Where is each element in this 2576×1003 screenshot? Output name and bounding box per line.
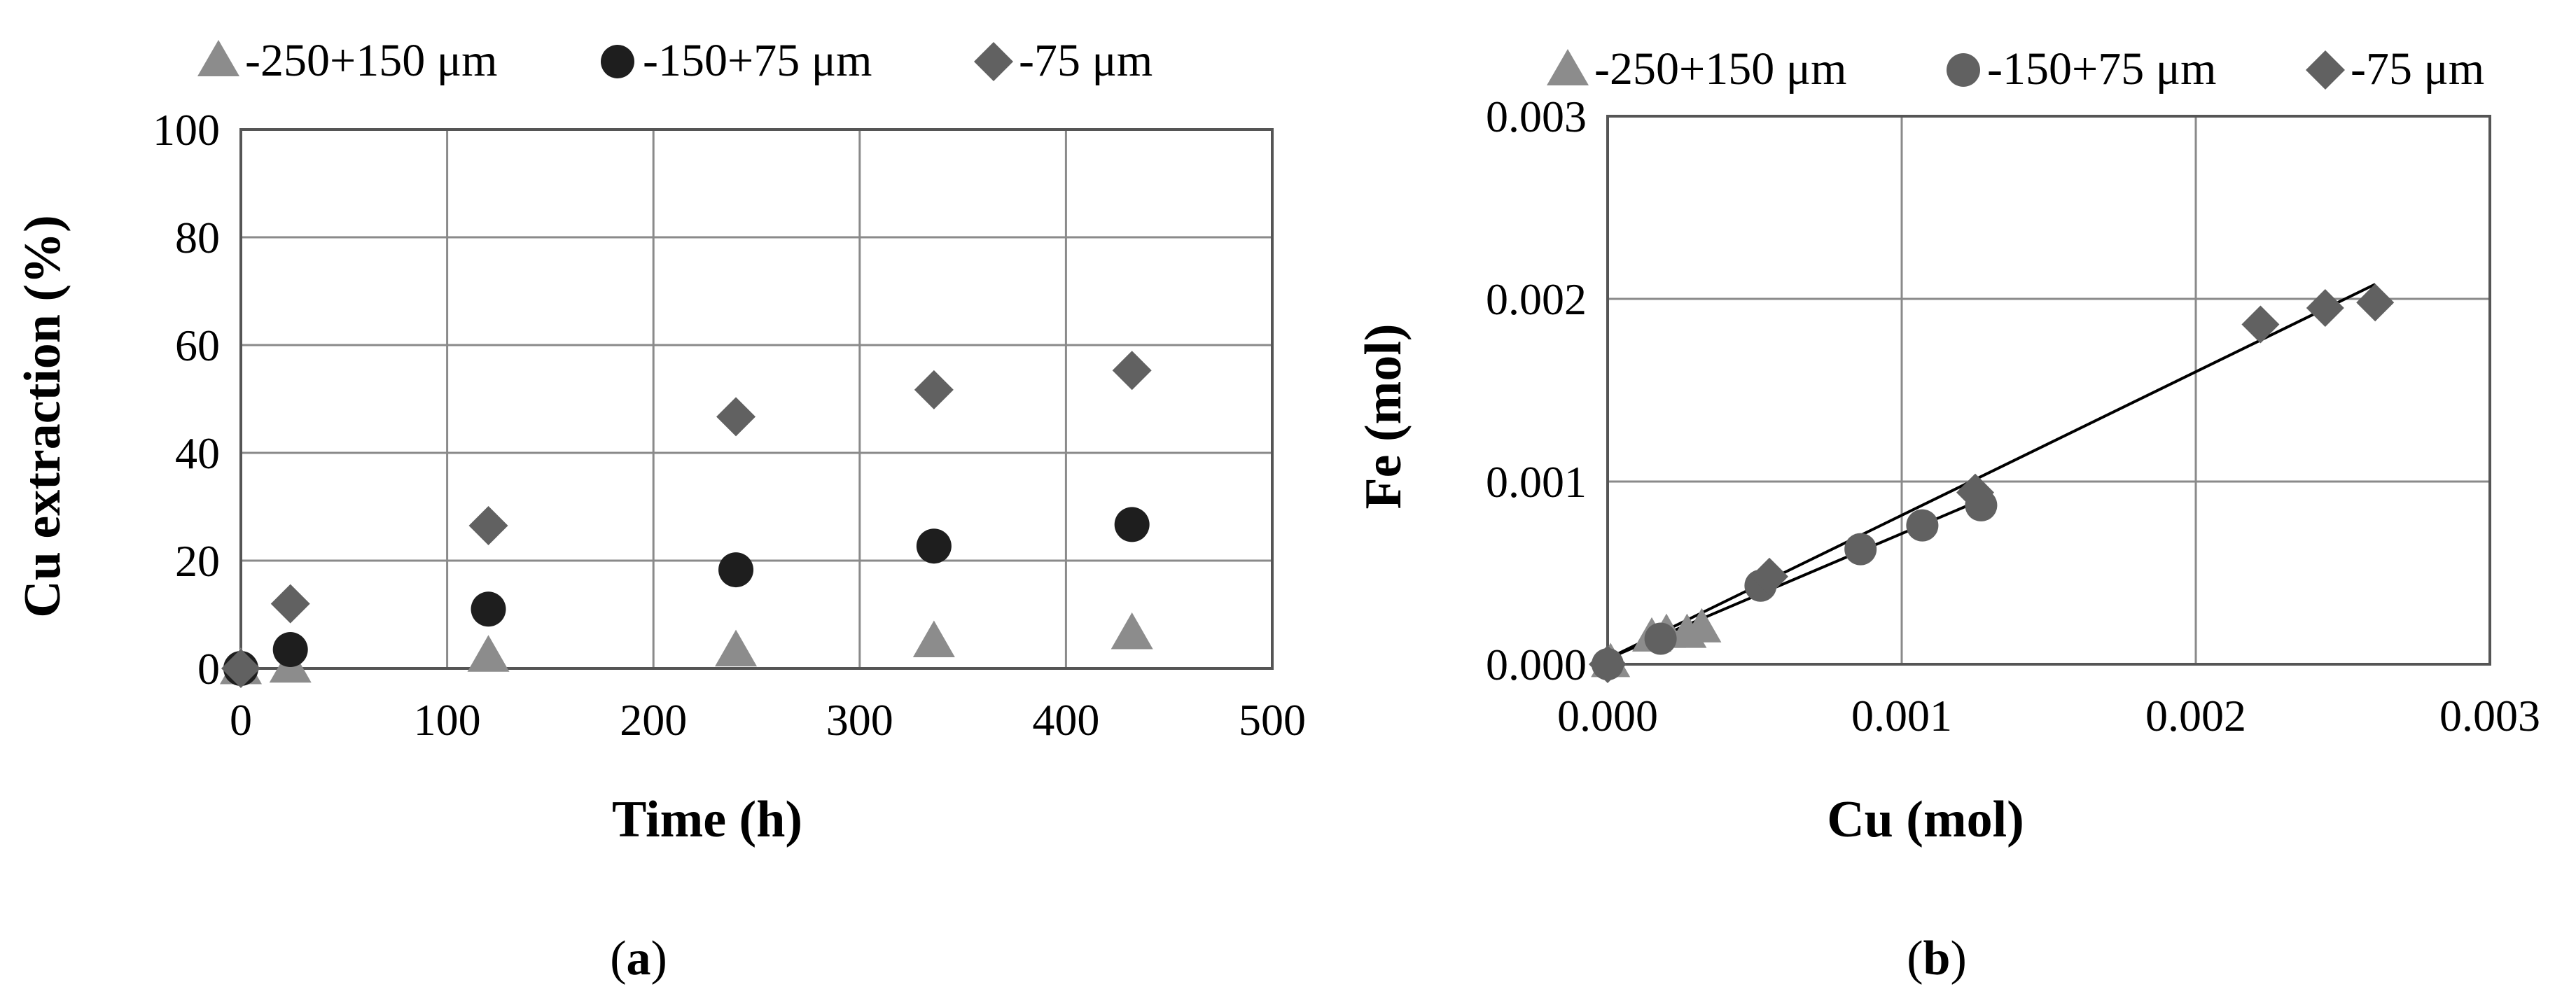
chart-a-point-75-m	[221, 649, 260, 688]
chart-b-point-75-m	[2306, 289, 2344, 328]
panel-b-label-open: (	[1907, 932, 1923, 986]
chart-a-x-tick-label: 300	[826, 695, 893, 745]
chart-a-point-250-150-m	[1111, 612, 1153, 650]
chart-b-y-tick-label: 0.000	[1486, 640, 1587, 689]
legend-b-label-250-150: -250+150 μm	[1594, 43, 1846, 94]
panel-b-label-close: )	[1950, 932, 1966, 986]
chart-a-y-tick-label: 20	[175, 536, 220, 586]
chart-a-legend: -250+150 μm -150+75 μm -75 μm	[197, 35, 1153, 86]
chart-b-y-tick-label: 0.003	[1486, 92, 1587, 141]
chart-a-y-axis-title: Cu extraction (%)	[14, 215, 71, 617]
legend-a-marker-75	[974, 42, 1013, 81]
chart-a-point-75-m	[468, 505, 508, 545]
chart-a: -250+150 μm -150+75 μm -75 μm 0 100 200 300…	[14, 35, 1306, 986]
chart-b-marks	[1589, 283, 2395, 683]
chart-a-y-tick-label: 0	[197, 644, 220, 694]
chart-a-y-tick-label: 100	[153, 105, 220, 155]
chart-a-point-150-75-m	[1114, 507, 1150, 542]
chart-a-point-75-m	[914, 370, 954, 409]
chart-a-point-75-m	[716, 397, 756, 437]
chart-b: -250+150 μm -150+75 μm -75 μm 0.000 0.001…	[1355, 43, 2540, 986]
chart-a-grid	[239, 128, 1274, 670]
panel-a-label-open: (	[610, 932, 626, 986]
legend-b-marker-150-75	[1947, 53, 1980, 87]
chart-a-x-tick-label: 0	[230, 695, 252, 745]
chart-a-x-tick-label: 500	[1239, 695, 1306, 745]
chart-b-point-250-150-m	[1682, 608, 1722, 643]
chart-b-x-tick-label: 0.001	[1851, 691, 1952, 741]
chart-b-x-tick-label: 0.003	[2439, 691, 2540, 741]
chart-a-y-tick-label: 80	[175, 213, 220, 262]
chart-a-x-axis-title: Time (h)	[612, 791, 802, 848]
chart-b-legend: -250+150 μm -150+75 μm -75 μm	[1547, 43, 2484, 94]
chart-b-point-150-75-m	[1644, 622, 1677, 655]
chart-b-y-axis-title: Fe (mol)	[1355, 323, 1412, 509]
chart-b-point-75-m	[2356, 283, 2395, 322]
chart-a-x-tick-label: 400	[1032, 695, 1099, 745]
legend-a-marker-150-75	[601, 45, 634, 78]
chart-a-point-150-75-m	[471, 591, 506, 627]
chart-a-x-tick-label: 100	[414, 695, 481, 745]
chart-b-y-tick-label: 0.002	[1486, 274, 1587, 324]
chart-a-ticks: 0 100 200 300 400 500 0 20 40 60 80 100	[153, 105, 1306, 745]
panel-a-label-letter: a	[627, 932, 651, 986]
chart-a-marks	[220, 351, 1153, 688]
chart-b-x-tick-label: 0.000	[1557, 691, 1658, 741]
chart-a-point-250-150-m	[912, 620, 955, 657]
chart-a-point-150-75-m	[718, 552, 754, 588]
chart-a-plot-frame	[239, 128, 1274, 670]
legend-b-marker-250-150	[1547, 49, 1589, 85]
chart-a-point-250-150-m	[467, 635, 510, 672]
chart-b-y-tick-label: 0.001	[1486, 457, 1587, 507]
legend-b-label-150-75: -150+75 μm	[1987, 43, 2216, 94]
legend-b-marker-75	[2306, 50, 2345, 90]
chart-a-x-tick-label: 200	[620, 695, 687, 745]
chart-b-trendline-0	[1607, 283, 2376, 660]
chart-b-point-75-m	[1589, 645, 1627, 683]
chart-a-y-tick-label: 60	[175, 321, 220, 370]
chart-b-x-axis-title: Cu (mol)	[1827, 791, 2024, 848]
chart-b-x-tick-label: 0.002	[2145, 691, 2246, 741]
chart-a-point-75-m	[270, 584, 310, 624]
chart-b-point-75-m	[1956, 473, 1994, 512]
chart-b-ticks: 0.000 0.001 0.002 0.003 0.000 0.001 0.002 0.003	[1486, 92, 2540, 741]
chart-b-point-150-75-m	[1906, 509, 1939, 542]
chart-b-point-75-m	[2241, 305, 2280, 344]
panel-a-label: (a)	[610, 932, 667, 986]
chart-a-y-tick-label: 40	[175, 428, 220, 478]
legend-a-label-150-75: -150+75 μm	[643, 35, 872, 86]
chart-a-point-150-75-m	[272, 632, 308, 668]
chart-b-point-150-75-m	[1844, 533, 1877, 566]
panel-b-label: (b)	[1907, 932, 1967, 986]
panel-b-label-letter: b	[1923, 932, 1951, 986]
chart-a-point-250-150-m	[715, 629, 758, 667]
legend-a-label-75: -75 μm	[1019, 35, 1153, 86]
chart-a-point-75-m	[1112, 351, 1152, 391]
panel-a-label-close: )	[651, 932, 667, 986]
legend-a-label-250-150: -250+150 μm	[245, 35, 497, 86]
chart-a-point-150-75-m	[916, 528, 952, 564]
legend-a-marker-250-150	[197, 40, 239, 76]
chart-b-plot-frame	[1606, 115, 2491, 666]
legend-b-label-75: -75 μm	[2351, 43, 2484, 94]
chart-b-point-75-m	[1750, 557, 1788, 596]
chart-b-grid	[1606, 115, 2491, 666]
